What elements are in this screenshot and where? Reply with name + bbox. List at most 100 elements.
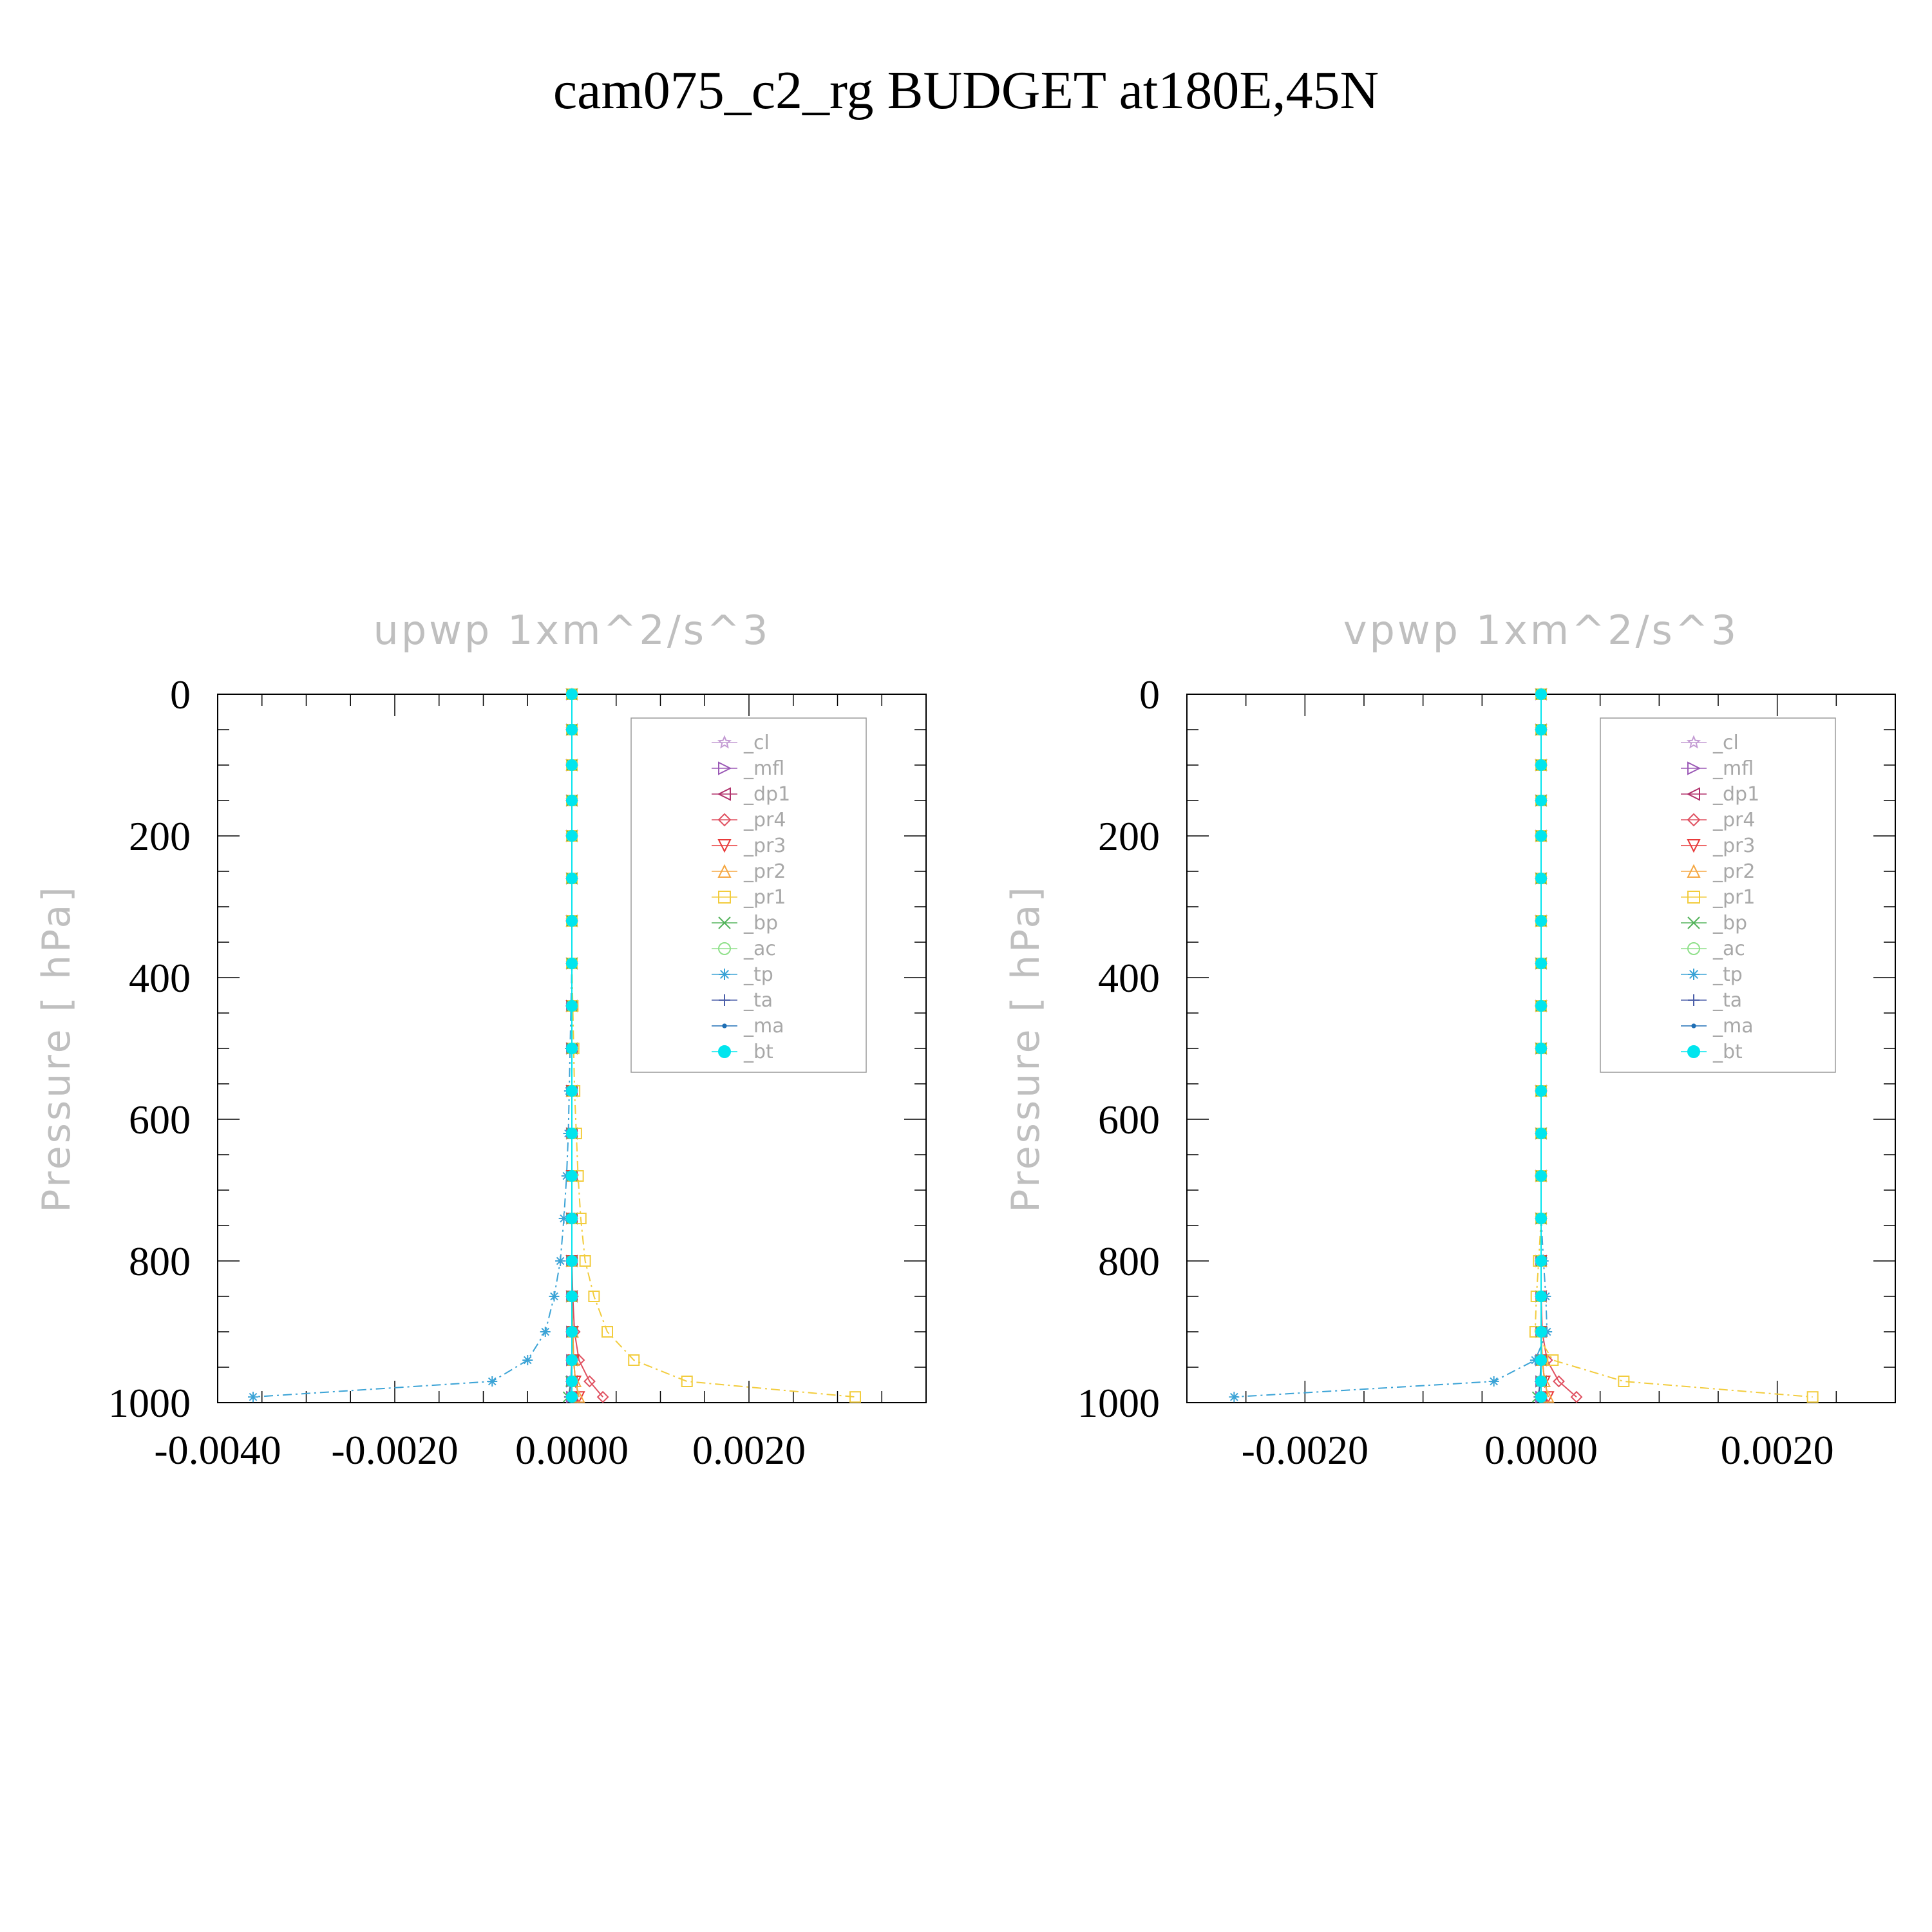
legend-entry: _ac xyxy=(1712,938,1745,960)
legend-entry: _ta xyxy=(1712,989,1742,1012)
y-tick-label: 1000 xyxy=(108,1380,191,1426)
legend-entry: _bp xyxy=(743,912,778,934)
legend-marker xyxy=(1687,813,1701,827)
data-point xyxy=(487,1376,498,1387)
data-point xyxy=(1535,1170,1547,1182)
data-point xyxy=(1553,1375,1565,1388)
data-point xyxy=(566,1326,578,1338)
legend-entry: _pr2 xyxy=(1712,860,1755,883)
series-tp xyxy=(248,689,577,1403)
legend-entry: _pr2 xyxy=(743,860,786,883)
data-point xyxy=(1535,688,1547,700)
legend-marker xyxy=(1688,969,1700,980)
legend-entry: _ta xyxy=(743,989,773,1012)
data-point xyxy=(1542,1327,1553,1337)
y-tick-label: 200 xyxy=(129,813,191,859)
data-point xyxy=(566,688,578,700)
data-point xyxy=(1535,724,1547,735)
legend-marker xyxy=(718,891,731,904)
data-point xyxy=(566,1391,578,1403)
legend-entry: _cl xyxy=(743,732,770,754)
data-point xyxy=(628,1354,640,1366)
data-point xyxy=(1535,1255,1547,1267)
x-tick-label: 0.0000 xyxy=(1484,1427,1598,1473)
y-tick-label: 400 xyxy=(129,955,191,1001)
legend-entry: _mfl xyxy=(1712,757,1754,780)
series-bt xyxy=(1535,688,1547,1403)
legend-entry: _tp xyxy=(1712,963,1743,986)
legend-marker xyxy=(1686,787,1700,801)
y-axis-label: Pressure [ hPa] xyxy=(34,884,79,1212)
y-tick-label: 0 xyxy=(1139,672,1160,717)
data-point xyxy=(1535,1213,1547,1224)
legend-entry: _pr3 xyxy=(743,835,786,857)
data-point xyxy=(1535,759,1547,771)
data-point xyxy=(1535,795,1547,806)
data-point xyxy=(566,1291,578,1302)
data-point xyxy=(1535,958,1547,969)
data-point xyxy=(555,1256,566,1266)
legend-marker xyxy=(722,1023,727,1028)
data-point xyxy=(566,1213,578,1224)
data-point xyxy=(1547,1354,1559,1366)
data-point xyxy=(566,795,578,806)
data-point xyxy=(566,830,578,842)
legend-entry: _pr4 xyxy=(743,809,786,831)
x-tick-label: 0.0020 xyxy=(692,1427,806,1473)
data-point xyxy=(1535,1291,1547,1302)
x-tick-label: 0.0000 xyxy=(515,1427,629,1473)
legend-marker xyxy=(1686,735,1701,749)
x-tick-label: -0.0040 xyxy=(154,1427,281,1473)
data-point xyxy=(1806,1391,1819,1403)
data-point xyxy=(566,915,578,927)
data-point xyxy=(1535,1085,1547,1097)
legend-marker xyxy=(717,787,731,801)
data-point xyxy=(540,1327,551,1337)
legend-entry: _pr1 xyxy=(743,886,786,909)
data-point xyxy=(1570,1390,1583,1403)
data-point xyxy=(566,1376,578,1387)
legend-marker xyxy=(718,761,732,775)
data-point xyxy=(596,1390,609,1403)
data-point xyxy=(566,873,578,884)
legend-entry: _ma xyxy=(1712,1015,1754,1037)
chart-panel-2: vpwp 1xm^2/s^3 Pressure [ hPa] 0 200 400 600 8… xyxy=(1003,607,1896,1473)
series-line xyxy=(1234,694,1548,1398)
legend-entry: _pr1 xyxy=(1712,886,1755,909)
x-tick-label: -0.0020 xyxy=(331,1427,458,1473)
legend-entry: _pr3 xyxy=(1712,835,1755,857)
data-point xyxy=(248,1392,258,1403)
chart-panel-1: upwp 1xm^2/s^3 Pressure [ hPa] 0 200 400 600 8… xyxy=(34,607,927,1473)
y-tick-label: 600 xyxy=(129,1097,191,1142)
legend-entry: _ma xyxy=(743,1015,784,1037)
legend-marker xyxy=(718,916,731,929)
legend: _cl _mfl _dp1 _pr4 _pr3 _pr2 _pr1 _bp _ac _tp _ta _… xyxy=(630,717,867,1073)
legend-marker xyxy=(1687,761,1701,775)
data-point xyxy=(566,1170,578,1182)
data-point xyxy=(1530,1355,1540,1365)
data-point xyxy=(1535,1000,1547,1012)
legend-marker xyxy=(717,813,732,827)
legend-marker xyxy=(1691,1023,1696,1028)
data-point xyxy=(558,1213,569,1224)
legend-entry: _ac xyxy=(743,938,776,960)
series-bt xyxy=(566,688,578,1403)
x-tick-label: -0.0020 xyxy=(1242,1427,1368,1473)
data-point xyxy=(1535,873,1547,884)
legend-entry: _pr4 xyxy=(1712,809,1755,831)
legend-box xyxy=(1600,717,1836,1073)
data-point xyxy=(583,1375,596,1388)
legend-marker xyxy=(1687,891,1700,904)
data-point xyxy=(579,1255,591,1267)
legend-entry: _bp xyxy=(1712,912,1747,934)
legend-box xyxy=(630,717,867,1073)
y-tick-label: 800 xyxy=(129,1238,191,1284)
legend-marker xyxy=(1687,1045,1700,1058)
legend-marker xyxy=(719,994,730,1006)
data-point xyxy=(1535,830,1547,842)
data-point xyxy=(566,1043,578,1054)
legend-marker xyxy=(1687,916,1700,929)
legend-marker xyxy=(717,735,732,749)
legend-entry: _bt xyxy=(743,1041,773,1063)
data-point xyxy=(601,1326,613,1338)
